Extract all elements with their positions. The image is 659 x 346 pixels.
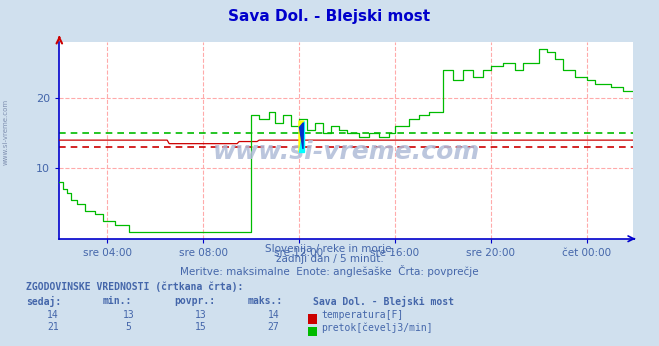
Text: www.si-vreme.com: www.si-vreme.com [2,98,9,165]
Text: ZGODOVINSKE VREDNOSTI (črtkana črta):: ZGODOVINSKE VREDNOSTI (črtkana črta): [26,282,244,292]
Text: Sava Dol. - Blejski most: Sava Dol. - Blejski most [313,296,454,307]
Text: 27: 27 [268,322,279,333]
Text: min.:: min.: [102,296,132,306]
Polygon shape [299,123,303,149]
Text: 21: 21 [47,322,59,333]
Text: www.si-vreme.com: www.si-vreme.com [212,140,480,164]
Text: pretok[čevelj3/min]: pretok[čevelj3/min] [322,322,433,333]
Polygon shape [299,121,304,152]
Text: Meritve: maksimalne  Enote: anglešaške  Črta: povprečje: Meritve: maksimalne Enote: anglešaške Čr… [180,265,479,277]
Text: Sava Dol. - Blejski most: Sava Dol. - Blejski most [229,9,430,24]
Text: 13: 13 [195,310,207,320]
Text: Slovenija / reke in morje.: Slovenija / reke in morje. [264,244,395,254]
Text: 14: 14 [268,310,279,320]
Text: temperatura[F]: temperatura[F] [322,310,404,320]
Text: 5: 5 [126,322,131,333]
Text: 15: 15 [195,322,207,333]
Text: sedaj:: sedaj: [26,296,61,307]
Text: 13: 13 [123,310,134,320]
Polygon shape [299,121,304,152]
Text: zadnji dan / 5 minut.: zadnji dan / 5 minut. [275,254,384,264]
Text: povpr.:: povpr.: [175,296,215,306]
Text: maks.:: maks.: [247,296,282,306]
Text: 14: 14 [47,310,59,320]
